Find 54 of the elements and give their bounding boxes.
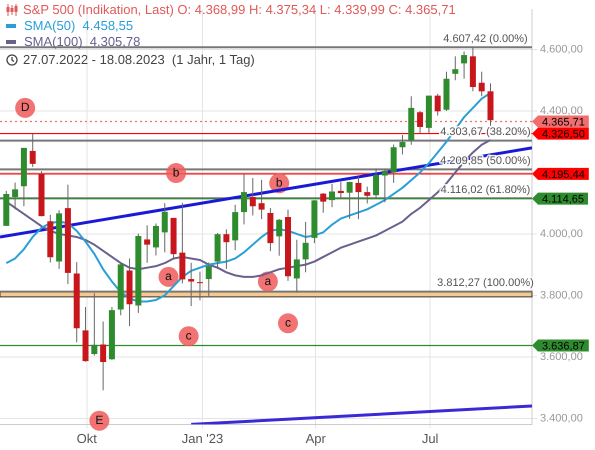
candlestick: [338, 181, 344, 200]
ref-line-label: 4.365,71: [542, 116, 585, 129]
candlestick: [144, 224, 150, 264]
annotation: 3.812,27 (100.00%): [437, 277, 534, 290]
candlestick: [399, 134, 406, 155]
x-tick-label: Apr: [306, 430, 326, 446]
candlestick: [294, 239, 300, 294]
candlestick: [417, 110, 424, 134]
y-tick-label: 4.000,00: [540, 228, 583, 240]
y-tick-label: 3.800,00: [540, 289, 583, 302]
candlestick: [206, 262, 212, 298]
annotation: E: [95, 413, 104, 428]
annotation: a: [165, 269, 172, 284]
candlestick: [276, 218, 282, 256]
y-tick-label: 4.400,00: [540, 105, 583, 118]
annotation: b: [172, 165, 180, 180]
x-tick-label: Jan '23: [182, 430, 224, 446]
ref-line-label: 4.326,50: [542, 128, 585, 141]
candlestick: [461, 50, 468, 80]
annotation: a: [264, 274, 272, 288]
candlestick: [320, 192, 326, 214]
ref-line-label: 4.195,44: [542, 168, 585, 181]
text: 27.07.2022 - 18.08.2023 (1 Jahr, 1 Tag): [23, 52, 255, 67]
candlestick: [223, 228, 230, 270]
candlestick: [452, 56, 458, 81]
candlestick: [478, 71, 485, 97]
ref-line-label: 3.636,87: [542, 340, 585, 353]
y-tick-label: 3.400,00: [540, 412, 583, 424]
candlestick: [152, 222, 159, 256]
candlestick: [434, 93, 441, 116]
candlestick: [30, 134, 36, 168]
candlestick: [196, 271, 203, 301]
x-tick-label: Okt: [76, 430, 98, 446]
annotation: 4.607,42 (0.00%): [443, 32, 528, 45]
candlestick: [250, 177, 256, 216]
x-tick-label: Jul: [422, 430, 439, 446]
legend-label: SMA(50) 4.458,55: [24, 18, 134, 34]
annotation: 4.116,02 (61.80%): [440, 184, 530, 196]
candlestick: [302, 221, 309, 273]
candlestick: [364, 186, 370, 204]
candlestick: [355, 176, 362, 220]
chart-title: S&P 500 (Indikation, Last) O: 4.368,99 H: 4.375,34 L: 4.339,99 C: 4.365,71: [23, 2, 456, 18]
candlestick: [162, 202, 168, 253]
y-tick-label: 4.600,00: [540, 44, 583, 56]
annotation: c: [285, 316, 292, 330]
y-tick-label: 3.600,00: [540, 350, 583, 363]
candlestick: [100, 320, 106, 391]
legend-label: SMA(100) 4.305,78: [24, 34, 140, 50]
annotation: b: [276, 176, 283, 190]
candlestick: [258, 179, 265, 220]
annotation: D: [20, 100, 30, 114]
candlestick: [188, 262, 194, 307]
ref-line-label: 4.114,65: [542, 194, 584, 206]
annotation: c: [186, 328, 192, 343]
